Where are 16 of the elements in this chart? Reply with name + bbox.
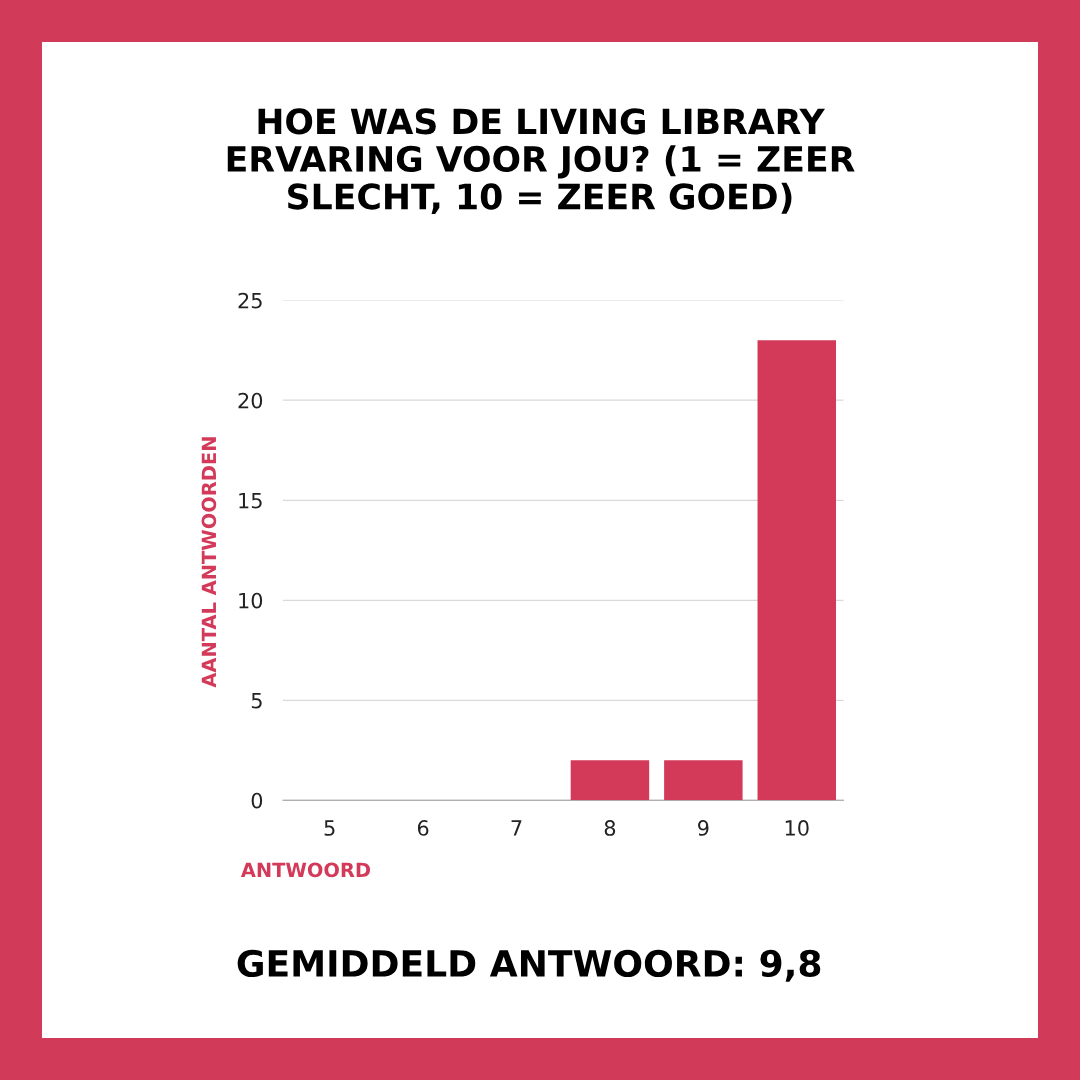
y-tick-label: 0 [251,792,263,809]
y-tick-label: 25 [238,292,262,309]
x-tick-label: 8 [604,820,616,836]
x-tick-label: 9 [698,820,709,836]
x-tick-label: 7 [511,820,522,836]
x-tick-label: 5 [324,820,335,836]
chart-title: HOE WAS DE LIVING LIBRARY ERVARING VOOR JOU? (1 = ZEER SLECHT, 10 = ZEER GOED) [227,108,855,215]
x-axis-title: ANTWOORD [240,862,371,878]
y-axis-title: AANTAL ANTWOORDEN [201,437,217,688]
y-tick-label: 10 [239,592,263,609]
y-tick-label: 15 [239,492,262,509]
y-tick-label: 5 [251,693,262,709]
x-tick-label: 6 [417,820,429,836]
text: GEMIDDELD ANTWOORD: 9,8 [237,949,821,982]
x-tick-label: 10 [785,820,809,836]
y-tick-label: 20 [238,392,263,409]
